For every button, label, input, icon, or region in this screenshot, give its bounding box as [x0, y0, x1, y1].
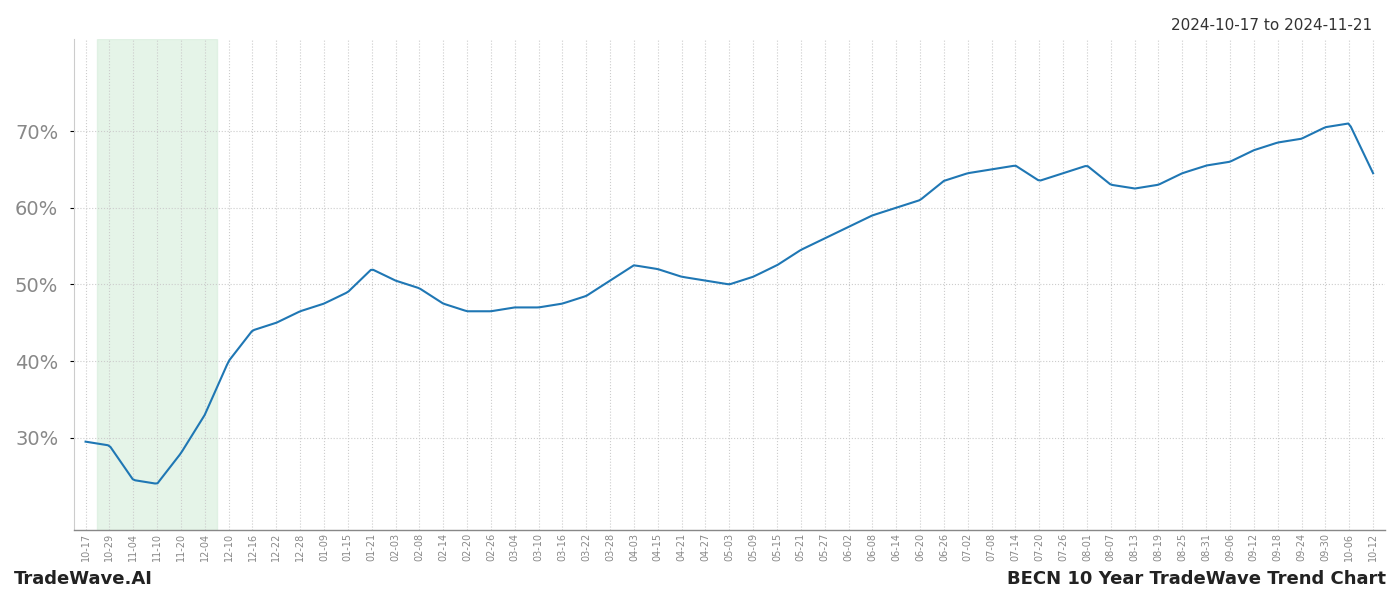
Text: BECN 10 Year TradeWave Trend Chart: BECN 10 Year TradeWave Trend Chart	[1007, 570, 1386, 588]
Bar	[98, 39, 217, 530]
Text: 2024-10-17 to 2024-11-21: 2024-10-17 to 2024-11-21	[1170, 18, 1372, 33]
Text: TradeWave.AI: TradeWave.AI	[14, 570, 153, 588]
